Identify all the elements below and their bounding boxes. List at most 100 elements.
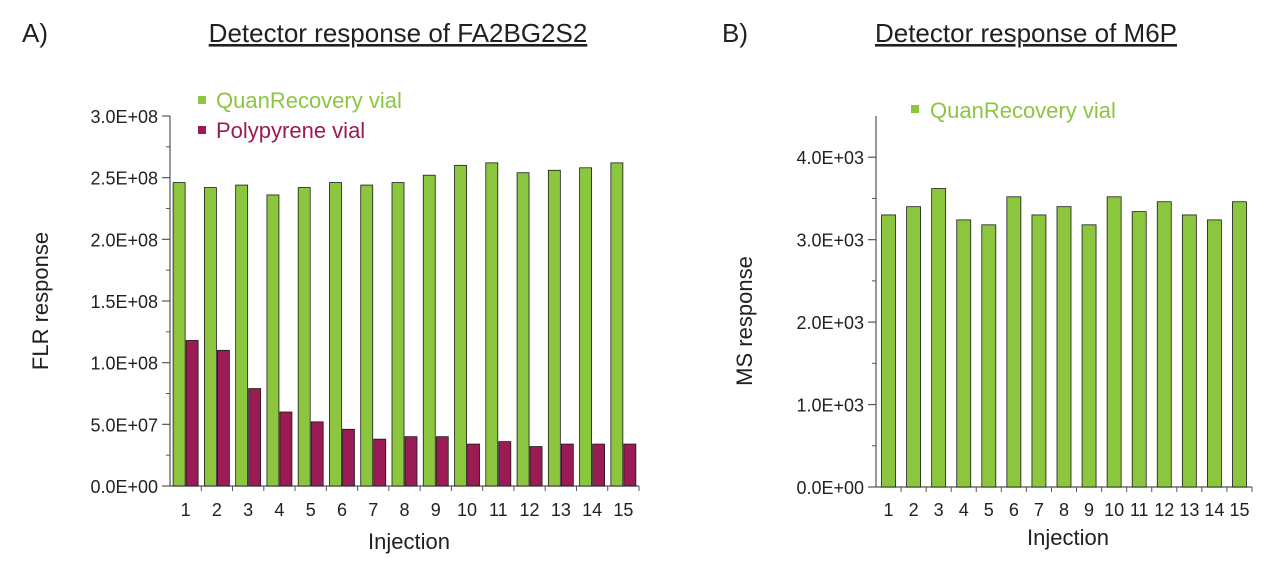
panel-b-bar-quanrecovery	[1232, 201, 1247, 488]
panel-a-bar-quanrecovery	[579, 167, 592, 487]
panel-b-x-tick-label: 9	[1084, 500, 1094, 520]
panel-b-x-tick-label: 13	[1179, 500, 1199, 520]
panel-b-x-tick-label: 8	[1059, 500, 1069, 520]
panel-a-plot: 0.0E+00 5.0E+07 1.0E+08 1.5E+08 2.0E+08 2.5E+…	[90, 107, 640, 520]
panel-a-bar-quanrecovery	[266, 194, 280, 487]
panel-b-bar-quanrecovery	[956, 219, 972, 488]
panel-a-x-tick-label: 9	[431, 500, 441, 520]
panel-a-legend-label-1: Polypyrene vial	[216, 118, 365, 143]
panel-a-bar-polypyrene	[623, 443, 637, 487]
panel-b-bar-quanrecovery	[1131, 211, 1147, 488]
panel-b-bar-quanrecovery	[1081, 224, 1097, 488]
panel-b-x-tick-label: 10	[1104, 500, 1124, 520]
panel-a-y-tick-label: 3.0E+08	[90, 107, 158, 127]
panel-a-legend-swatch-1	[198, 126, 206, 134]
panel-a-x-tick-label: 12	[520, 500, 540, 520]
panel-a-bar-polypyrene	[342, 428, 355, 487]
panel-a-y-tick-label: 2.5E+08	[90, 169, 158, 189]
panel-b-x-tick-label: 11	[1130, 500, 1149, 520]
panel-a-bar-quanrecovery	[547, 169, 561, 487]
panel-a-bar-polypyrene	[248, 388, 262, 487]
panel-a-x-tick-label: 2	[212, 500, 222, 520]
panel-a-bar-polypyrene	[185, 340, 199, 487]
panel-a-x-tick-label: 6	[337, 500, 347, 520]
panel-a-x-tick-label: 5	[306, 500, 316, 520]
panel-a-x-tick-label: 7	[368, 500, 378, 520]
panel-a-y-tick-label: 5.0E+07	[90, 415, 158, 435]
panel-a-x-tick-label: 3	[243, 500, 253, 520]
panel-b-bar-quanrecovery	[881, 214, 896, 488]
panel-b-x-tick-label: 3	[934, 500, 944, 520]
panel-a-x-tick-label: 10	[457, 500, 477, 520]
panel-b-y-tick-label: 1.0E+03	[796, 396, 864, 416]
panel-b-bar-quanrecovery	[906, 206, 921, 488]
panel-b-title: Detector response of M6P	[875, 18, 1177, 48]
panel-a-bar-quanrecovery	[235, 184, 249, 487]
panel-a-ylabel: FLR response	[28, 232, 53, 370]
panel-b-y-tick-label: 3.0E+03	[796, 231, 864, 251]
panel-a-y-tick-label: 2.0E+08	[90, 230, 158, 250]
panel-b-bar-quanrecovery	[1056, 206, 1072, 488]
panel-a-bar-polypyrene	[560, 443, 574, 487]
panel-a-bar-polypyrene	[310, 421, 324, 487]
panel-a-x-tick-label: 13	[551, 500, 571, 520]
panel-b-bar-quanrecovery	[1181, 214, 1197, 488]
panel-a-y-tick-label: 1.5E+08	[90, 292, 158, 312]
panel-b-y-tick-label: 2.0E+03	[796, 313, 864, 333]
panel-a-title: Detector response of FA2BG2S2	[209, 18, 588, 48]
panel-b-bar-quanrecovery	[1207, 219, 1222, 488]
panel-a-bar-polypyrene	[279, 411, 293, 487]
panel-b-bar-quanrecovery	[931, 188, 947, 488]
panel-b-x-tick-label: 15	[1229, 500, 1249, 520]
panel-a-bar-polypyrene	[435, 436, 449, 487]
panel-a-bar-quanrecovery	[391, 182, 405, 487]
panel-a-bar-quanrecovery	[297, 187, 311, 487]
panel-b-x-tick-label: 12	[1154, 500, 1174, 520]
panel-a-bar-quanrecovery	[203, 187, 217, 487]
panel-a-bar-quanrecovery	[485, 162, 499, 487]
panel-b-y-tick-label: 0.0E+00	[796, 478, 864, 498]
panel-a-x-tick-label: 8	[399, 500, 409, 520]
panel-b-bar-quanrecovery	[1156, 201, 1172, 488]
panel-b-bar-quanrecovery	[1006, 196, 1022, 488]
panel-a-legend-swatch-0	[198, 96, 206, 104]
panel-b-bar-quanrecovery	[1106, 196, 1122, 488]
panel-b-legend-swatch-0	[911, 105, 919, 113]
panel-b-x-tick-label: 1	[884, 500, 894, 520]
panel-a-bar-polypyrene	[592, 443, 605, 487]
panel-a-bar-quanrecovery	[360, 184, 374, 487]
panel-a-bar-quanrecovery	[516, 172, 530, 487]
panel-a-y-tick-label: 1.0E+08	[90, 354, 158, 374]
panel-b-x-tick-label: 14	[1204, 500, 1224, 520]
panel-b-label: B)	[722, 18, 748, 48]
panel-a-y-tick-label: 0.0E+00	[90, 477, 158, 497]
panel-a-bar-quanrecovery	[172, 182, 186, 487]
panel-a-x-tick-label: 4	[274, 500, 284, 520]
panel-b-legend-label-0: QuanRecovery vial	[930, 98, 1116, 123]
panel-a-legend-label-0: QuanRecovery vial	[216, 88, 402, 113]
panel-a-bar-polypyrene	[373, 438, 387, 487]
panel-b-plot: 0.0E+001.0E+032.0E+033.0E+034.0E+031 2 3 4 5…	[796, 116, 1253, 520]
panel-a-x-tick-label: 14	[582, 500, 602, 520]
panel-a-x-tick-label: 15	[613, 500, 633, 520]
panel-a-bar-polypyrene	[467, 443, 480, 487]
panel-a-xlabel: Injection	[368, 529, 450, 554]
panel-b-ylabel: MS response	[732, 256, 757, 386]
panel-a-bar-quanrecovery	[454, 164, 467, 487]
panel-a-bar-polypyrene	[529, 446, 543, 487]
panel-b-x-tick-label: 4	[959, 500, 969, 520]
panel-a-bar-quanrecovery	[610, 162, 624, 487]
panel-b-bar-quanrecovery	[1031, 214, 1047, 488]
panel-a-label: A)	[22, 18, 48, 48]
panel-a-x-tick-label: 1	[181, 500, 191, 520]
panel-a-bar-polypyrene	[404, 436, 418, 487]
panel-b-x-tick-label: 6	[1009, 500, 1019, 520]
panel-b-y-tick-label: 4.0E+03	[796, 148, 864, 168]
panel-a-bar-polypyrene	[498, 441, 512, 487]
panel-b-xlabel: Injection	[1027, 525, 1109, 550]
panel-b-x-tick-label: 2	[909, 500, 919, 520]
panel-b-x-tick-label: 5	[984, 500, 994, 520]
panel-a-bar-polypyrene	[216, 349, 230, 487]
panel-b-x-tick-label: 7	[1034, 500, 1044, 520]
